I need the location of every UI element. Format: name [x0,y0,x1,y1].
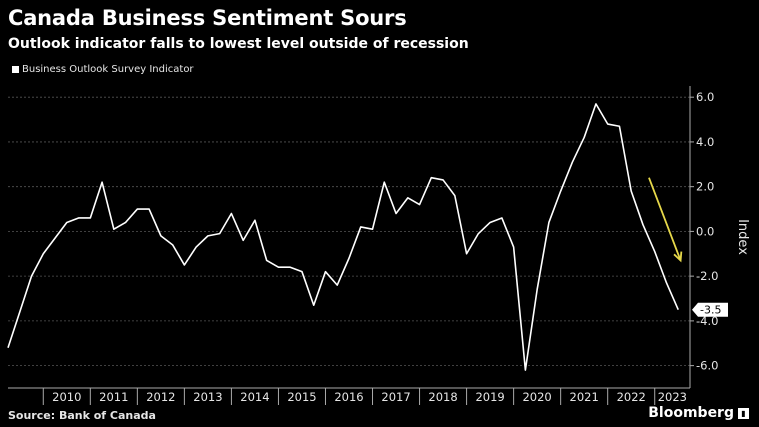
series-group [7,103,679,371]
y-axis: 6.0 4.0 2.0 0.0 -2.0 -4.0 -6.0 Index [689,86,750,388]
x-axis: 2010 2011 2012 2013 2014 2015 2016 2017 2018 2019… [8,387,690,405]
legend-swatch [12,66,19,73]
chart-subtitle: Outlook indicator falls to lowest level … [8,36,469,52]
brand-logo: Bloomberg ▮ [648,405,749,421]
x-tick-label: 2013 [193,390,222,404]
x-tick-label: 2014 [240,390,269,404]
x-tick-label: 2016 [334,390,363,404]
y-tick-label: 0.0 [696,224,714,238]
x-tick-label: 2015 [287,390,316,404]
x-tick-label: 2012 [146,390,175,404]
legend: Business Outlook Survey Indicator [12,64,194,75]
y-tick-label: -2.0 [696,269,718,283]
y-tick-label: 6.0 [696,90,714,104]
x-tick-label: 2018 [428,390,457,404]
x-tick-label: 2020 [522,390,551,404]
arrow-head [673,251,683,263]
annotation-group: -3.5 [648,177,728,317]
x-tick-label: 2017 [381,390,410,404]
last-value-label: -3.5 [700,304,721,317]
y-tick-label: 2.0 [696,180,714,194]
y-tick-label: -6.0 [696,359,718,373]
chart-title: Canada Business Sentiment Sours [8,6,407,30]
x-tick-label: 2010 [52,390,81,404]
series-line [7,103,679,371]
arrow-shaft [648,177,682,261]
y-tick-label: -4.0 [696,314,718,328]
last-value-tag [692,302,728,317]
y-axis-title: Index [735,219,750,255]
terminal-icon: ▮ [738,407,749,419]
x-tick-label: 2011 [99,390,128,404]
x-tick-label: 2023 [658,390,687,404]
x-tick-label: 2022 [617,390,646,404]
source-note: Source: Bank of Canada [8,409,156,422]
y-tick-label: 4.0 [696,135,714,149]
legend-label: Business Outlook Survey Indicator [22,64,194,75]
brand-name: Bloomberg [648,405,734,421]
x-tick-label: 2019 [475,390,504,404]
grid-lines [8,96,690,367]
x-tick-label: 2021 [570,390,599,404]
